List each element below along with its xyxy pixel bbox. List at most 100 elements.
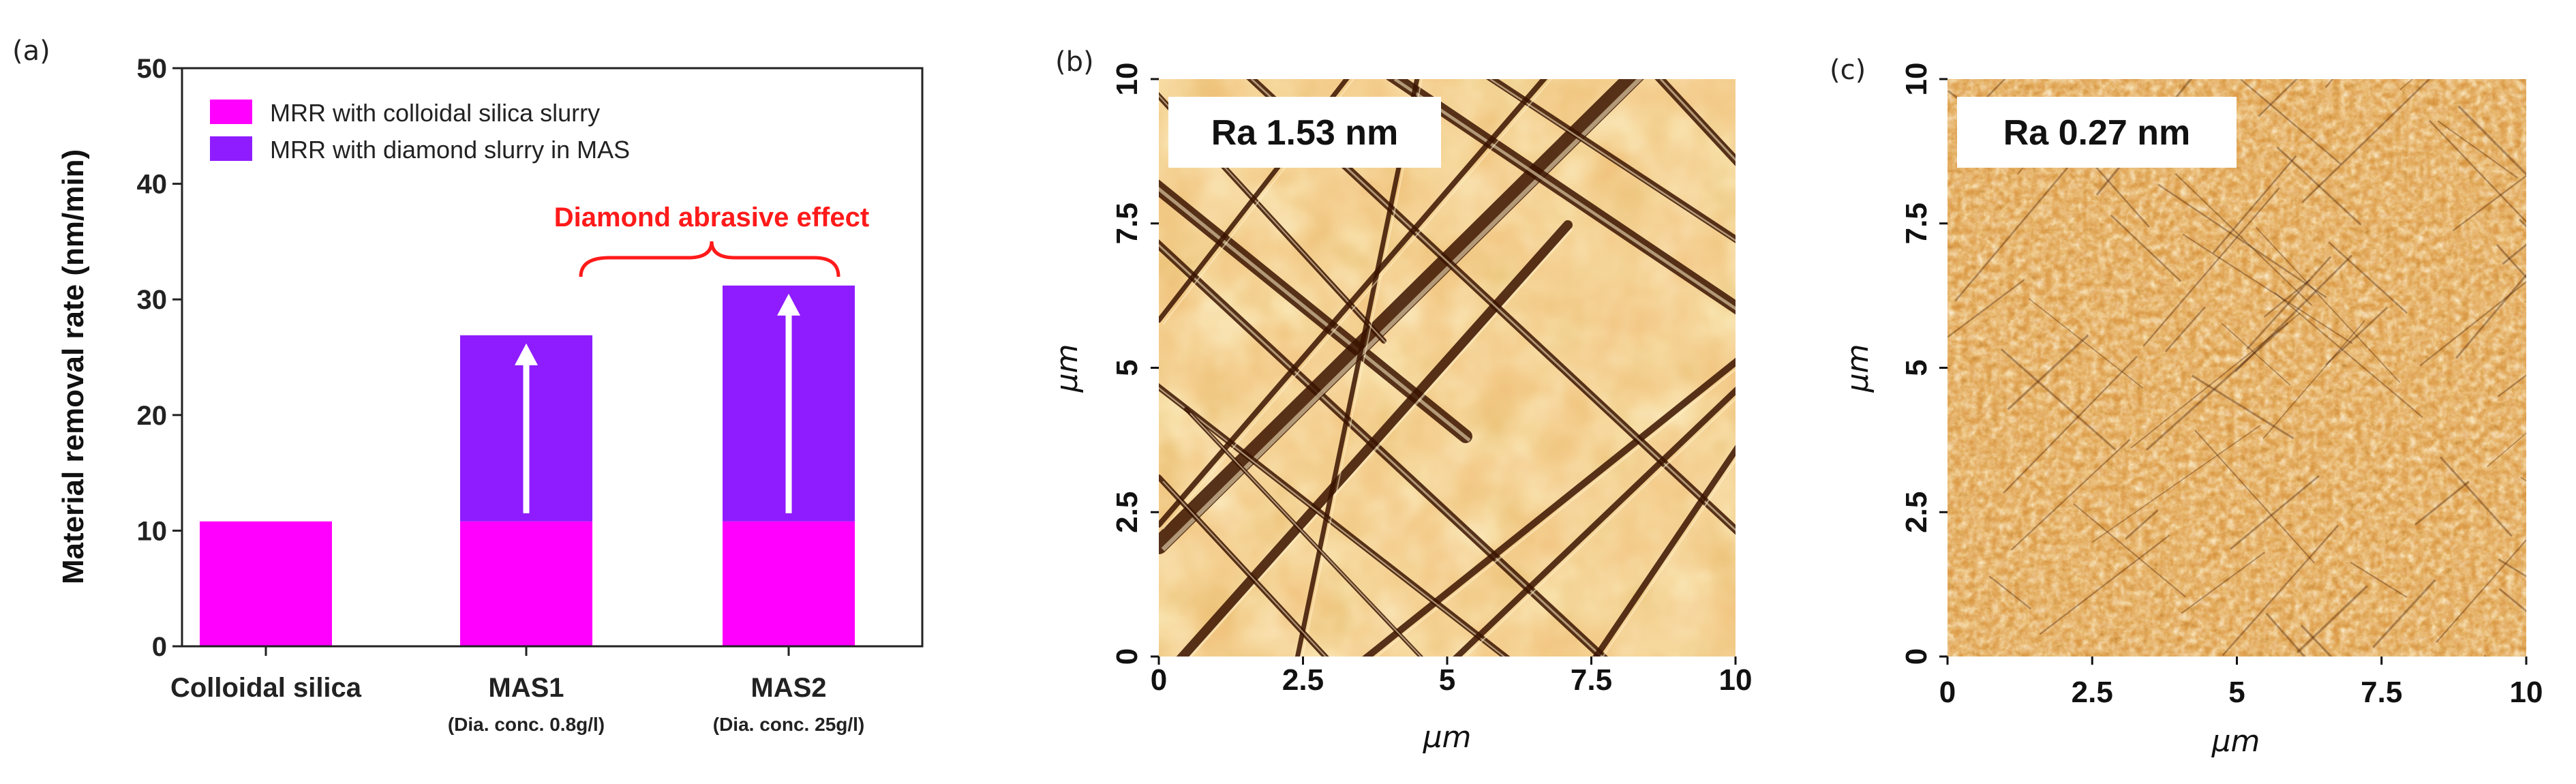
fine-scratch — [2419, 281, 2526, 367]
arrow-head — [777, 293, 800, 316]
fine-scratch — [2429, 119, 2526, 224]
panel-a-bar-chart: (a) Material removal rate (nm/min) 0 10 20… — [12, 35, 924, 735]
fine-scratch — [2350, 562, 2408, 599]
scratch-highlight — [1375, 368, 1736, 657]
afm-b-x-label: μm — [1423, 720, 1472, 755]
y-tick-label: 0 — [1110, 648, 1144, 665]
fine-scratch — [2007, 334, 2089, 410]
panel-a-label: (a) — [12, 35, 50, 67]
fine-scratch — [2110, 214, 2182, 282]
scratch-highlight — [1162, 481, 1327, 657]
scratch-highlight — [1159, 387, 1506, 657]
scratch — [1362, 357, 1736, 657]
fine-scratch — [2276, 146, 2362, 226]
afm-c-x-label: μm — [2211, 724, 2260, 759]
x-category-label: MAS2 — [751, 673, 826, 703]
fine-scratch — [2142, 187, 2280, 347]
fine-scratch — [2212, 155, 2297, 254]
annotation-text: Diamond abrasive effect — [554, 202, 869, 232]
annotation: Diamond abrasive effect — [554, 202, 869, 277]
panel-b-afm-image: (b) Ra 1.53 nm 0 2.5 5 7.5 10 02.557.510 μm … — [1050, 46, 1752, 755]
scratch — [1592, 444, 1736, 657]
fine-scratch — [2028, 298, 2144, 389]
fine-scratch — [2164, 306, 2206, 352]
y-tick-label: 2.5 — [1900, 492, 1933, 533]
fine-scratch — [2221, 322, 2291, 386]
y-tick-label: 10 — [1110, 63, 1144, 96]
scratch — [1176, 220, 1573, 657]
fine-scratch — [2229, 474, 2320, 550]
x-tick-label: 0 — [1939, 676, 1956, 709]
fine-scratch — [2455, 273, 2526, 359]
fine-scratch — [2496, 244, 2526, 279]
x-tick-label: 10 — [2510, 676, 2543, 709]
scratch-highlight — [1159, 243, 1603, 657]
afm-c-x-ticks: 0 2.5 5 7.5 10 — [1939, 657, 2543, 709]
fine-scratch — [2010, 438, 2131, 551]
y-axis-ticks: 0 10 20 30 40 50 — [137, 54, 182, 662]
afm-b-scratches — [1159, 79, 1736, 657]
fine-scratch — [2222, 524, 2339, 657]
x-tick-label: 2.5 — [1282, 663, 1324, 697]
fine-scratch — [2487, 432, 2526, 467]
fine-scratch — [2498, 588, 2526, 613]
y-tick-label: 2.5 — [1110, 492, 1144, 533]
fine-scratch — [2157, 183, 2327, 299]
fine-scratch — [2263, 279, 2311, 318]
fine-scratch — [2182, 233, 2353, 344]
afm-b-y-label: μm — [1050, 344, 1085, 393]
fine-scratch — [2520, 477, 2526, 482]
scratch — [1159, 79, 1644, 554]
y-tick-label: 0 — [152, 632, 167, 662]
ra-label-box-b — [1168, 97, 1441, 168]
y-tick-label: 7.5 — [1900, 202, 1933, 244]
scratch-highlight — [1301, 79, 1423, 657]
scratch-highlight — [1489, 79, 1736, 242]
fine-scratch — [2145, 322, 2289, 451]
plot-frame — [181, 67, 924, 648]
fine-scratch — [2300, 624, 2333, 657]
bar-silica-mas2 — [723, 521, 855, 646]
afm-c-y-ticks: 0 2.5 5 7.5 10 — [1900, 63, 1948, 665]
fine-scratch — [1988, 575, 2031, 610]
x-category-label: MAS1 — [488, 673, 564, 703]
y-tick-label: 20 — [137, 401, 168, 431]
x-tick-label: 7.5 — [2361, 676, 2402, 709]
fine-scratch — [2325, 306, 2389, 366]
panel-c-label: (c) — [1830, 55, 1866, 86]
fine-scratch — [2181, 552, 2265, 614]
x-tick-label: 5 — [1439, 663, 1455, 697]
scratch-highlight — [1189, 412, 1422, 657]
fine-scratch — [1954, 149, 2084, 302]
x-tick-label: 0 — [1151, 663, 1167, 697]
fine-scratch — [2073, 503, 2186, 598]
y-tick-label: 0 — [1900, 648, 1933, 665]
x-axis-categories: Colloidal silica MAS1 (Dia. conc. 0.8g/l) M… — [170, 646, 864, 735]
y-tick-label: 30 — [137, 285, 168, 315]
fine-scratch — [2125, 509, 2159, 540]
fine-scratch — [1948, 279, 2025, 338]
fine-scratch — [2497, 374, 2526, 397]
fine-scratch — [2258, 79, 2299, 117]
fine-scratch — [2526, 464, 2576, 541]
scratch — [1294, 79, 1420, 657]
y-tick-label: 5 — [1110, 359, 1144, 376]
scratch-highlight — [1659, 79, 1736, 162]
afm-b-x-ticks: 0 2.5 5 7.5 10 — [1151, 657, 1752, 697]
bar-silica-mas1 — [460, 521, 592, 646]
x-tick-label: 2.5 — [2072, 676, 2113, 709]
fine-scratch — [2372, 579, 2436, 648]
afm-image-c — [1948, 79, 2576, 657]
y-tick-label: 40 — [137, 170, 168, 200]
annotation-brace — [579, 241, 840, 277]
fine-scratch — [2194, 429, 2315, 564]
y-tick-label: 50 — [137, 54, 168, 84]
legend-label-silica: MRR with colloidal silica slurry — [270, 99, 600, 127]
arrows — [515, 293, 800, 513]
arrow-head — [515, 343, 538, 365]
scratch-highlight — [1189, 228, 1573, 657]
fine-scratch — [2439, 456, 2513, 537]
y-tick-label: 7.5 — [1110, 202, 1144, 244]
afm-b-y-ticks: 0 2.5 5 7.5 10 — [1110, 63, 1159, 665]
